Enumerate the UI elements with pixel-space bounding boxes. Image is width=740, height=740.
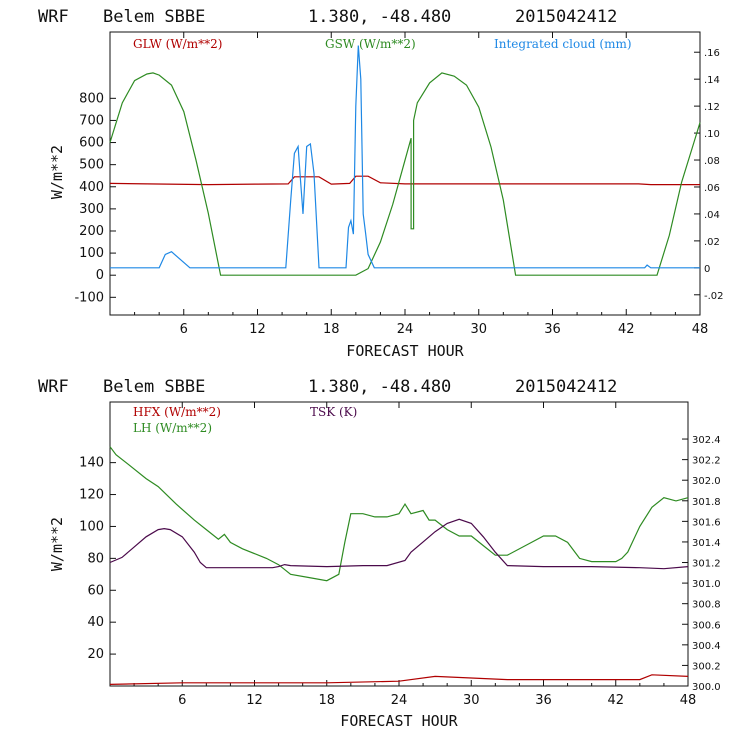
chart2-x-tick-label: 18 <box>318 693 335 708</box>
chart1-y2-tick-label: .04 <box>704 210 720 221</box>
chart1-y-tick-label: 400 <box>79 180 104 195</box>
chart2-y-tick-label: 120 <box>79 488 104 503</box>
chart2-title-model: WRF <box>38 377 69 397</box>
chart1-x-tick-label: 42 <box>618 322 635 337</box>
chart2-y2-tick-label: 301.0 <box>692 579 721 590</box>
chart1-title-coords: 1.380, -48.480 <box>308 7 451 27</box>
chart2-y2-tick-label: 301.8 <box>692 497 721 508</box>
chart1-y-tick-label: 200 <box>79 224 104 239</box>
chart1-y2-tick-label: .16 <box>704 48 720 59</box>
chart2-series-lh <box>109 446 689 582</box>
chart2-title-coords: 1.380, -48.480 <box>308 377 451 397</box>
chart1-legend-gsw: GSW (W/m**2) <box>325 37 416 51</box>
chart1-y2-tick-label: .08 <box>704 156 720 167</box>
chart1-y-tick-label: 600 <box>79 136 104 151</box>
chart2-y2-tick-label: 302.0 <box>692 476 721 487</box>
chart1-title-station: Belem SBBE <box>103 7 205 27</box>
chart1-series-glw <box>109 175 700 186</box>
chart2-y2-tick-label: 301.6 <box>692 517 721 528</box>
chart2-x-tick-label: 30 <box>463 693 480 708</box>
chart2-y2-tick-label: 300.2 <box>692 661 721 672</box>
chart1-y2-tick-label: 0 <box>704 264 710 275</box>
chart2-series-tsk <box>109 518 689 570</box>
chart2-y2-tick-label: 301.4 <box>692 538 721 549</box>
chart2-y-tick-label: 20 <box>87 647 104 662</box>
chart2-legend-lh: LH (W/m**2) <box>133 421 212 435</box>
chart1-series-gsw <box>109 72 701 276</box>
chart2-y2-tick-label: 300.8 <box>692 600 721 611</box>
chart2-y-tick-label: 40 <box>87 615 104 630</box>
chart1-y-tick-label: 0 <box>96 268 104 283</box>
chart1-x-tick-label: 18 <box>323 322 340 337</box>
chart1-y-tick-label: 700 <box>79 113 104 128</box>
chart1-y-tick-label: 100 <box>79 246 104 261</box>
chart1-x-tick-label: 6 <box>180 322 188 337</box>
chart1-x-tick-label: 12 <box>249 322 266 337</box>
chart1-y-axis-label: W/m**2 <box>48 145 66 199</box>
chart1-y2-tick-label: -.02 <box>704 291 724 302</box>
chart2-title-run: 2015042412 <box>515 377 617 397</box>
chart1-y2-tick-label: .12 <box>704 102 720 113</box>
chart1-title-run: 2015042412 <box>515 7 617 27</box>
chart1-y2-tick-label: .14 <box>704 75 720 86</box>
chart1-title-model: WRF <box>38 7 69 27</box>
chart2-plot-frame <box>109 401 689 687</box>
chart2-x-tick-label: 12 <box>246 693 263 708</box>
chart2-y2-tick-label: 302.4 <box>692 435 721 446</box>
chart1-x-axis-label: FORECAST HOUR <box>346 342 464 360</box>
chart2-y2-tick-label: 302.2 <box>692 456 721 467</box>
chart1-x-tick-label: 48 <box>692 322 709 337</box>
chart2-y2-tick-label: 300.4 <box>692 641 721 652</box>
chart2-y2-tick-label: 301.2 <box>692 559 721 570</box>
chart2-y2-tick-label: 300.0 <box>692 682 721 693</box>
chart2-x-tick-label: 42 <box>607 693 624 708</box>
chart1-x-tick-label: 30 <box>470 322 487 337</box>
chart2-y-tick-label: 100 <box>79 519 104 534</box>
chart2-x-tick-label: 36 <box>535 693 552 708</box>
chart1-series-cloud <box>110 45 700 269</box>
chart2-title-station: Belem SBBE <box>103 377 205 397</box>
chart2-legend-hfx: HFX (W/m**2) <box>133 405 221 419</box>
chart2-x-tick-label: 6 <box>178 693 186 708</box>
chart2-y-tick-label: 80 <box>87 551 104 566</box>
chart1-y-tick-label: 800 <box>79 91 104 106</box>
chart2-y2-tick-label: 300.6 <box>692 620 721 631</box>
chart2-legend-tsk: TSK (K) <box>310 405 357 419</box>
chart1-x-tick-label: 24 <box>397 322 414 337</box>
chart1-y-tick-label: -100 <box>74 290 104 305</box>
chart2-x-tick-label: 48 <box>680 693 697 708</box>
chart2-series-hfx <box>109 674 689 685</box>
chart1-x-tick-label: 36 <box>544 322 561 337</box>
chart1-y-tick-label: 500 <box>79 158 104 173</box>
chart1-y2-tick-label: .10 <box>704 129 720 140</box>
chart2-y-tick-label: 60 <box>87 583 104 598</box>
chart1-y-tick-label: 300 <box>79 202 104 217</box>
chart1-y2-tick-label: .02 <box>704 237 720 248</box>
chart1-legend-glw: GLW (W/m**2) <box>133 37 222 51</box>
chart2-x-axis-label: FORECAST HOUR <box>340 712 458 730</box>
chart2-x-tick-label: 24 <box>391 693 408 708</box>
chart1-legend-cloud: Integrated cloud (mm) <box>494 37 632 51</box>
chart1-y2-tick-label: .06 <box>704 183 720 194</box>
chart2-y-axis-label: W/m**2 <box>48 517 66 571</box>
chart2-y-tick-label: 140 <box>79 456 104 471</box>
